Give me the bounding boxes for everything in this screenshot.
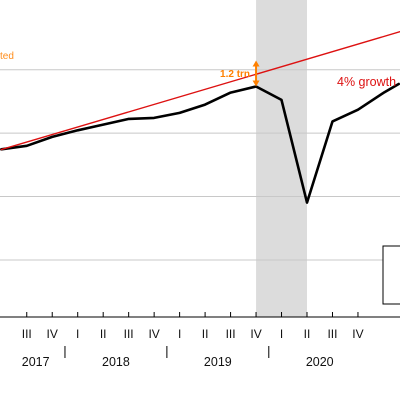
series-label-1: 4% growth (337, 75, 396, 89)
x-year-label-1: 2018 (102, 355, 130, 369)
x-quarter-label-6: I (178, 327, 181, 341)
x-quarter-label-9: IV (250, 327, 261, 341)
legend-box (382, 245, 400, 305)
x-quarter-label-4: III (124, 327, 134, 341)
x-quarter-label-3: II (100, 327, 107, 341)
series-line-0 (0, 82, 400, 204)
corner-note: ted (0, 51, 14, 62)
recession-shading (256, 0, 308, 317)
series-line-1 (0, 31, 400, 151)
x-year-label-0: 2017 (22, 355, 50, 369)
x-quarter-label-1: IV (47, 327, 58, 341)
series-layer: 4% growth (0, 31, 400, 204)
x-quarter-label-7: II (202, 327, 209, 341)
x-quarter-label-2: I (76, 327, 79, 341)
x-quarter-label-12: III (327, 327, 337, 341)
x-quarter-label-8: III (226, 327, 236, 341)
annotation-layer: 1.2 trn (220, 60, 260, 87)
gap-arrowhead-bottom-0 (252, 80, 260, 87)
x-quarter-label-5: IV (148, 327, 159, 341)
x-quarter-label-13: IV (352, 327, 363, 341)
x-quarter-label-10: I (280, 327, 283, 341)
x-year-label-3: 2020 (306, 355, 334, 369)
x-quarter-label-0: III (22, 327, 32, 341)
x-year-label-2: 2019 (204, 355, 232, 369)
x-quarter-label-11: II (304, 327, 311, 341)
gap-label-0: 1.2 trn (220, 69, 250, 80)
gap-arrowhead-top-0 (252, 60, 260, 67)
